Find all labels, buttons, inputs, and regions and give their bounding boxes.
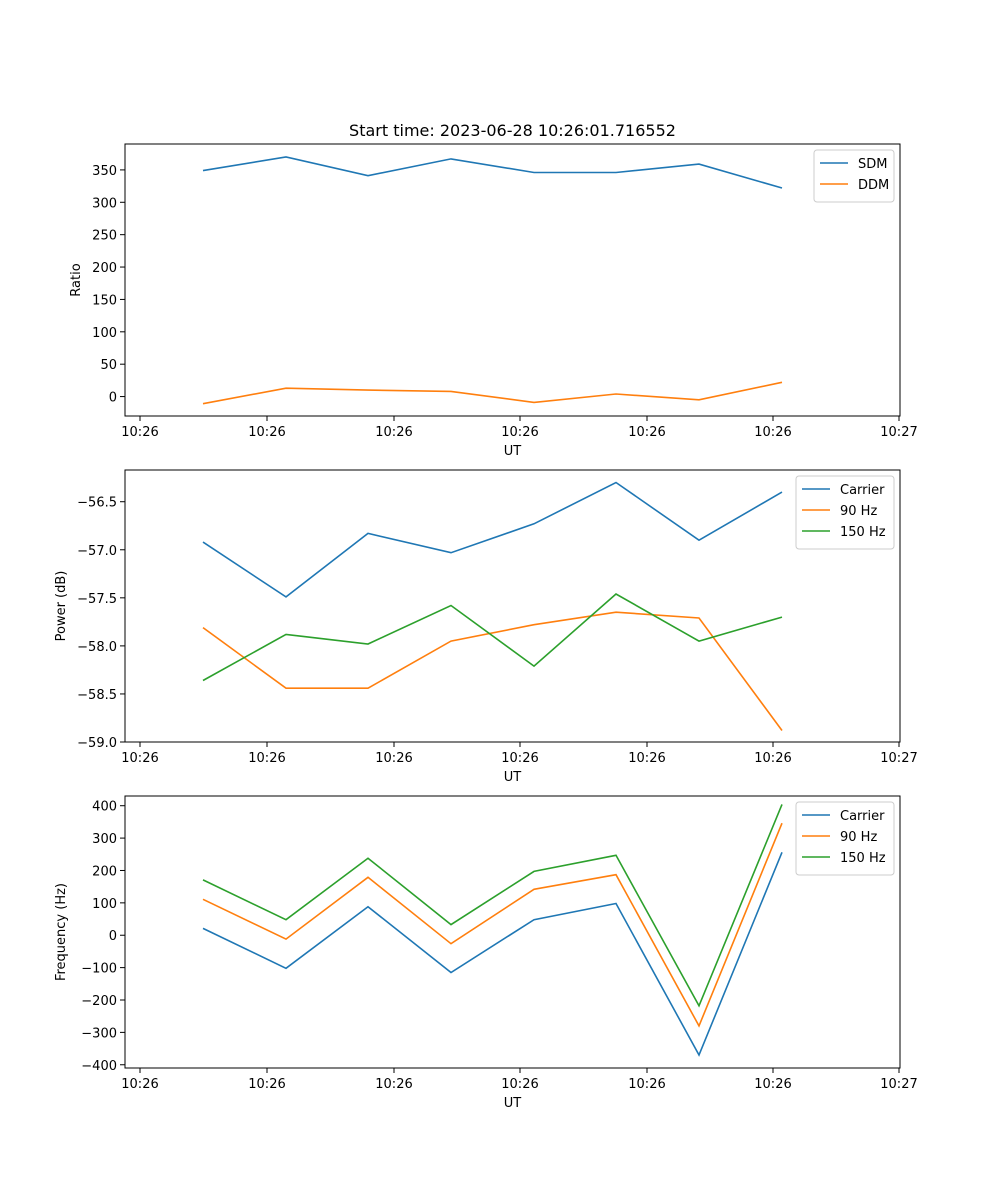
legend-label: Carrier	[840, 809, 885, 824]
legend-label: 90 Hz	[840, 830, 877, 845]
x-tick-label: 10:26	[248, 751, 285, 766]
y-tick-label: 300	[92, 196, 117, 211]
y-tick-label: −100	[81, 962, 117, 977]
y-tick-label: 0	[109, 929, 117, 944]
legend-label: DDM	[858, 178, 889, 193]
x-axis-label: UT	[504, 1096, 522, 1111]
x-tick-label: 10:26	[628, 425, 665, 440]
series-line-ddm	[202, 381, 783, 405]
x-tick-label: 10:27	[880, 751, 917, 766]
x-tick-label: 10:26	[754, 751, 791, 766]
x-tick-label: 10:26	[248, 425, 285, 440]
y-tick-label: −300	[81, 1026, 117, 1041]
legend-label: 150 Hz	[840, 851, 886, 866]
x-tick-label: 10:27	[880, 425, 917, 440]
x-tick-label: 10:26	[375, 1077, 412, 1092]
y-tick-label: −56.5	[77, 496, 117, 511]
x-tick-label: 10:26	[121, 425, 158, 440]
plot-frame	[124, 469, 901, 743]
x-axis-label: UT	[504, 444, 522, 459]
x-tick-label: 10:26	[501, 751, 538, 766]
series-line-carrier	[202, 481, 783, 598]
x-tick-label: 10:26	[248, 1077, 285, 1092]
y-tick-label: 200	[92, 261, 117, 276]
y-tick-label: 300	[92, 832, 117, 847]
y-tick-label: 50	[100, 358, 117, 373]
y-tick-label: −59.0	[77, 736, 117, 751]
x-tick-label: 10:26	[754, 1077, 791, 1092]
legend-label: 90 Hz	[840, 504, 877, 519]
chart-title: Start time: 2023-06-28 10:26:01.716552	[349, 121, 676, 140]
legend-label: SDM	[858, 157, 887, 172]
y-tick-label: 150	[92, 293, 117, 308]
legend: Carrier 90 Hz 150 Hz	[795, 801, 895, 876]
y-tick-label: −400	[81, 1059, 117, 1074]
series-line-90-hz	[202, 611, 783, 731]
legend-label: 150 Hz	[840, 525, 886, 540]
y-tick-label: 350	[92, 164, 117, 179]
x-tick-label: 10:26	[754, 425, 791, 440]
legend: Carrier 90 Hz 150 Hz	[795, 475, 895, 550]
y-axis-label: Power (dB)	[54, 571, 69, 642]
series-line-sdm	[202, 156, 783, 189]
y-tick-label: 100	[92, 897, 117, 912]
chart-panel-1: Start time: 2023-06-28 10:26:01.716552 10…	[69, 121, 918, 459]
y-tick-label: −58.5	[77, 688, 117, 703]
y-tick-label: −58.0	[77, 640, 117, 655]
y-tick-label: −57.5	[77, 592, 117, 607]
x-tick-label: 10:27	[880, 1077, 917, 1092]
series-line-150-hz	[202, 804, 783, 1008]
x-tick-label: 10:26	[121, 1077, 158, 1092]
y-tick-label: 250	[92, 229, 117, 244]
plot-frame	[124, 795, 901, 1069]
y-axis-label: Frequency (Hz)	[54, 883, 69, 981]
plot-frame	[124, 143, 901, 417]
chart-panel-2: 10:26 10:26 10:26 10:26 10:26 10:26 10:27 UT −59…	[54, 469, 918, 785]
x-tick-label: 10:26	[501, 1077, 538, 1092]
series-line-150-hz	[202, 593, 783, 682]
y-tick-label: 0	[109, 391, 117, 406]
y-tick-label: 400	[92, 800, 117, 815]
x-tick-label: 10:26	[375, 425, 412, 440]
x-tick-label: 10:26	[375, 751, 412, 766]
x-tick-label: 10:26	[628, 751, 665, 766]
chart-panel-3: 10:26 10:26 10:26 10:26 10:26 10:26 10:27 UT −40…	[54, 795, 918, 1111]
series-line-carrier	[202, 851, 783, 1057]
series-line-90-hz	[202, 822, 783, 1028]
legend: SDM DDM	[813, 149, 895, 203]
x-tick-label: 10:26	[628, 1077, 665, 1092]
y-tick-label: 100	[92, 326, 117, 341]
legend-label: Carrier	[840, 483, 885, 498]
y-axis-label: Ratio	[69, 263, 84, 296]
x-tick-label: 10:26	[121, 751, 158, 766]
y-tick-label: 200	[92, 864, 117, 879]
x-axis-label: UT	[504, 770, 522, 785]
x-tick-label: 10:26	[501, 425, 538, 440]
y-tick-label: −200	[81, 994, 117, 1009]
y-tick-label: −57.0	[77, 544, 117, 559]
